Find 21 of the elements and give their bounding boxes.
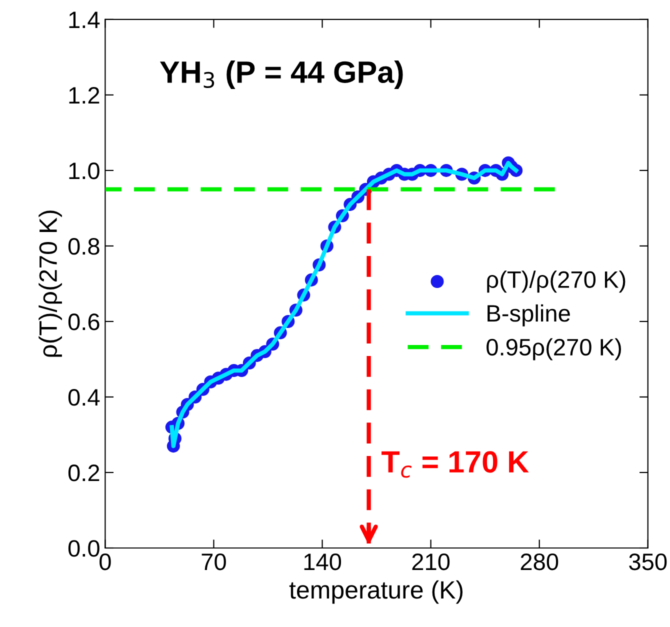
y-tick-label: 0.2 [68, 464, 100, 482]
y-tick-label: 0.6 [68, 314, 100, 330]
legend-label: ρ(T)/ρ(270 K) [487, 270, 626, 293]
ref-line-label: T$_{c}$ = 170 K [382, 451, 529, 478]
text: YH$_{3}$ (P = 44 GPa) [160, 60, 403, 90]
x-tick-label: 140 [304, 553, 342, 570]
y-tick-label: 1.2 [69, 87, 100, 104]
x-tick-label: 280 [520, 553, 558, 570]
y-axis-title: ρ(T)/ρ(270 K) [38, 210, 62, 357]
x-tick-label: 70 [202, 553, 226, 570]
x-axis-title: temperature (K) [289, 580, 463, 604]
y-tick-label: 0.8 [68, 238, 100, 255]
y-tick-label: 1.4 [69, 12, 100, 28]
x-tick-label: 210 [412, 553, 450, 570]
y-tick-label: 0.0 [68, 540, 100, 557]
x-tick-label: 350 [629, 553, 667, 570]
y-tick-label: 0.4 [68, 389, 100, 406]
x-tick-label: 0 [100, 553, 111, 570]
legend-label: 0.95ρ(270 K) [486, 338, 621, 360]
legend-label: B-spline [488, 304, 570, 326]
y-tick-label: 1.0 [69, 162, 100, 180]
